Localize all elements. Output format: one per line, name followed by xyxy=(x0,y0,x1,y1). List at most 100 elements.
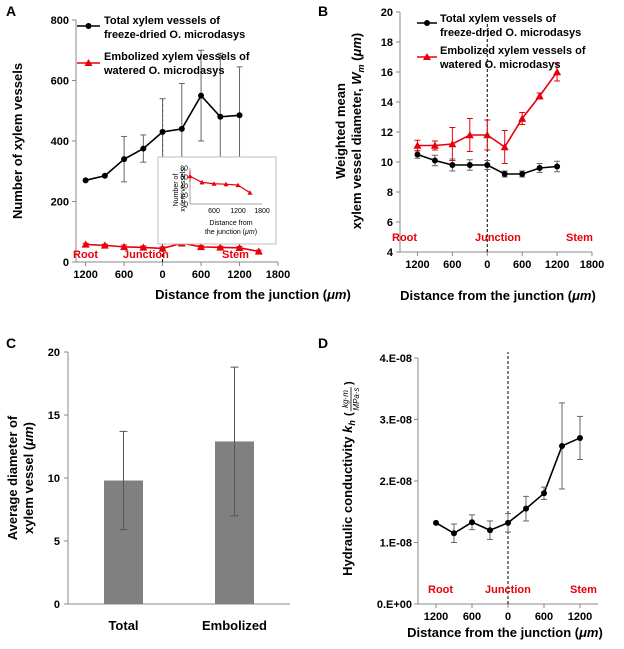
data-point-circle xyxy=(537,165,543,171)
inset-x-tick-label: 1200 xyxy=(230,208,246,215)
inset-x-tick-label: 1800 xyxy=(254,208,270,215)
x-tick-label: 1200 xyxy=(227,269,251,281)
x-tick-label: 0 xyxy=(505,611,511,623)
data-point-circle xyxy=(577,435,583,441)
y-tick-label: 18 xyxy=(381,37,393,49)
legend-label-embolized-2: watered O. microdasys xyxy=(439,59,560,71)
data-point-circle xyxy=(449,162,455,168)
inset-y-tick-label: 60 xyxy=(180,175,188,182)
region-label-root: Root xyxy=(73,249,98,261)
data-point-circle xyxy=(502,171,508,177)
x-tick-label: 1200 xyxy=(424,611,448,623)
inset-ylabel-1: Number of xyxy=(173,174,180,207)
inset-y-tick-label: 80 xyxy=(180,166,188,173)
legend-label-total-1: Total xylem vessels of xyxy=(104,15,220,27)
y-tick-label: 800 xyxy=(51,15,69,27)
data-point-circle xyxy=(414,152,420,158)
data-point-circle xyxy=(121,156,127,162)
x-tick-label: 1200 xyxy=(568,611,592,623)
panel-d-ylabel-numerator: kg·m xyxy=(341,390,350,408)
inset-y-tick-label: 40 xyxy=(180,184,188,191)
data-point-circle xyxy=(102,173,108,179)
legend-label-embolized-2: watered O. microdasys xyxy=(103,65,224,77)
y-tick-label: 8 xyxy=(387,187,393,199)
region-label-stem: Stem xyxy=(222,249,249,261)
inset-xlabel-1: Distance from xyxy=(209,220,252,227)
y-tick-label: 12 xyxy=(381,127,393,139)
data-point-circle xyxy=(451,530,457,536)
data-point-circle xyxy=(505,520,511,526)
panel-a-letter: A xyxy=(6,3,16,19)
data-point-circle xyxy=(198,93,204,99)
y-tick-label: 400 xyxy=(51,136,69,148)
category-label-embolized: Embolized xyxy=(202,618,267,633)
data-point-circle xyxy=(519,171,525,177)
panel-d-letter: D xyxy=(318,335,328,351)
panel-d-ylabel-paren-open: ( xyxy=(343,412,355,416)
panel-c-letter: C xyxy=(6,335,16,351)
x-tick-label: 1200 xyxy=(405,259,429,271)
legend-label-total-1: Total xylem vessels of xyxy=(440,13,556,25)
y-tick-label: 20 xyxy=(48,347,60,359)
legend-label-total-2: freeze-dried O. microdasys xyxy=(104,29,245,41)
y-tick-label: 1.E-08 xyxy=(380,538,412,550)
panel-b-legend: Total xylem vessels of freeze-dried O. m… xyxy=(417,13,586,71)
panel-c-plot-area: 05101520Total Embolized xyxy=(48,347,290,633)
region-label-stem: Stem xyxy=(566,232,593,244)
data-point-circle xyxy=(541,490,547,496)
y-tick-label: 0 xyxy=(63,257,69,269)
panel-d-ylabel-paren-close: ) xyxy=(343,381,355,385)
panel-b: B Weighted mean xylem vessel diameter, W… xyxy=(318,3,604,303)
panel-b-ylabel-2: xylem vessel diameter, Wm (μm) xyxy=(349,33,366,230)
panel-a-inset: Number of xylem vessels Distance from th… xyxy=(158,157,276,244)
data-point-circle xyxy=(467,162,473,168)
panel-d-ylabel: Hydraulic conductivity kh ( kg·m MPa·s ) xyxy=(340,381,361,576)
panel-d-ylabel-denominator: MPa·s xyxy=(352,387,361,410)
data-point-circle xyxy=(469,519,475,525)
x-tick-label: 600 xyxy=(115,269,133,281)
data-point-circle xyxy=(140,146,146,152)
x-tick-label: 600 xyxy=(513,259,531,271)
inset-xlabel-2: the junction (μm) xyxy=(205,229,257,236)
panel-a-xlabel: Distance from the junction (μm) xyxy=(155,287,351,302)
y-tick-label: 4.E-08 xyxy=(380,353,412,365)
legend-label-embolized-1: Embolized xylem vessels of xyxy=(104,51,250,63)
x-tick-label: 600 xyxy=(443,259,461,271)
panel-c-ylabel-1: Average diameter of xyxy=(5,415,20,540)
panel-d-ylabel-text: Hydraulic conductivity kh xyxy=(340,420,357,576)
inset-y-tick-label: 0 xyxy=(184,202,188,209)
x-tick-label: 1200 xyxy=(73,269,97,281)
data-point-circle xyxy=(160,129,166,135)
panel-c: C Average diameter of xylem vessel (μm) … xyxy=(5,335,290,633)
x-tick-label: 600 xyxy=(535,611,553,623)
legend-label-embolized-1: Embolized xylem vessels of xyxy=(440,45,586,57)
y-tick-label: 16 xyxy=(381,67,393,79)
panel-d-xlabel: Distance from the junction (μm) xyxy=(407,625,603,640)
x-tick-label: 600 xyxy=(192,269,210,281)
inset-x-tick-label: 600 xyxy=(208,208,220,215)
data-point-circle xyxy=(237,112,243,118)
region-label-stem: Stem xyxy=(570,584,597,596)
y-tick-label: 20 xyxy=(381,7,393,19)
y-tick-label: 0.E+00 xyxy=(377,599,412,611)
y-tick-label: 600 xyxy=(51,76,69,88)
x-tick-label: 1800 xyxy=(266,269,290,281)
y-tick-label: 5 xyxy=(54,536,60,548)
panel-b-ylabel-1: Weighted mean xyxy=(333,83,348,179)
data-point-circle xyxy=(83,177,89,183)
region-label-junction: Junction xyxy=(475,232,521,244)
legend-label-total-2: freeze-dried O. microdasys xyxy=(440,27,581,39)
data-point-circle xyxy=(523,506,529,512)
y-tick-label: 10 xyxy=(48,473,60,485)
data-point-circle xyxy=(179,126,185,132)
y-tick-label: 10 xyxy=(381,157,393,169)
data-point-circle xyxy=(487,527,493,533)
legend-marker-total xyxy=(424,20,430,26)
region-label-junction: Junction xyxy=(485,584,531,596)
panel-a-legend: Total xylem vessels of freeze-dried O. m… xyxy=(77,15,250,77)
y-tick-label: 0 xyxy=(54,599,60,611)
x-tick-label: 0 xyxy=(160,269,166,281)
panel-d-plot-area: 1200 600 0 600 1200 0.E+00 1.E-08 2.E-08 3.E-08 4… xyxy=(377,352,598,623)
y-tick-label: 3.E-08 xyxy=(380,415,412,427)
data-point-circle xyxy=(484,162,490,168)
